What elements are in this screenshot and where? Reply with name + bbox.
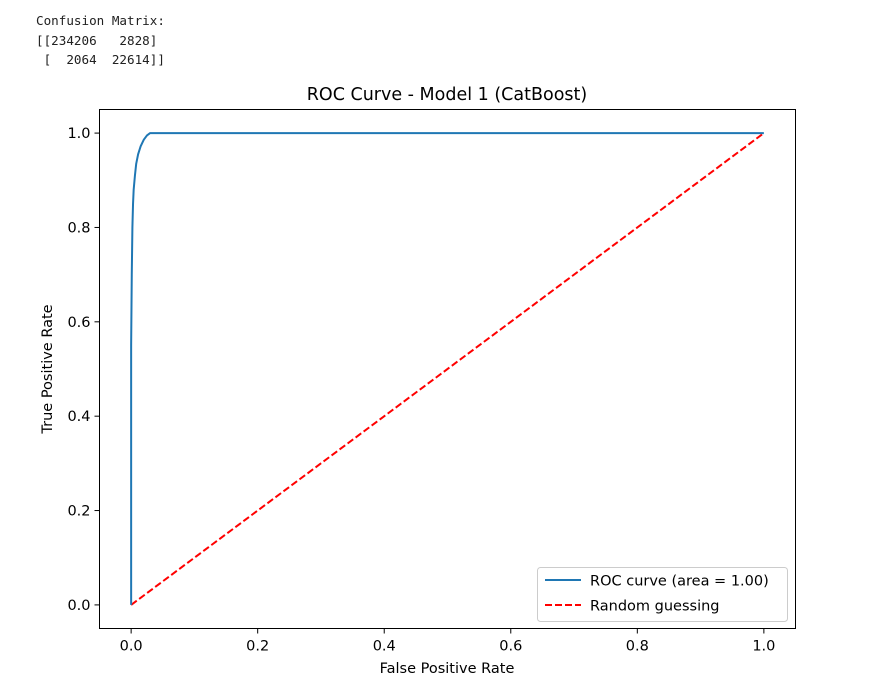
axes-frame [99, 109, 796, 629]
y-tick-label: 0.0 [67, 598, 90, 614]
x-tick-label: 0.4 [373, 639, 396, 655]
legend-box [537, 567, 788, 622]
y-axis-label: True Positive Rate [40, 304, 56, 434]
x-tick-label: 0.8 [626, 639, 649, 655]
legend: ROC curve (area = 1.00) Random guessing [537, 567, 788, 622]
x-tick-label: 1.0 [752, 639, 775, 655]
y-axis: 0.0 0.2 0.4 0.6 0.8 1.0 [67, 126, 100, 614]
legend-label-roc: ROC curve (area = 1.00) [590, 574, 769, 590]
confusion-matrix-row-1: [[234206 2828] [36, 32, 158, 48]
console-output: Confusion Matrix: [[234206 2828] [ 2064 2… [36, 11, 165, 70]
chart-title-group: ROC Curve - Model 1 (CatBoost) [307, 85, 587, 105]
plot-area [130, 132, 765, 606]
y-tick-label: 0.2 [67, 504, 90, 520]
y-tick-label: 0.6 [67, 315, 90, 331]
legend-label-random: Random guessing [590, 599, 720, 615]
confusion-matrix-row-2: [ 2064 22614]] [36, 52, 165, 67]
y-tick-label: 1.0 [67, 126, 90, 142]
x-tick-label: 0.0 [120, 639, 143, 655]
confusion-matrix-heading: Confusion Matrix: [36, 13, 165, 28]
roc-curve-line [130, 132, 764, 605]
x-axis-label: False Positive Rate [380, 661, 515, 677]
y-tick-label: 0.8 [67, 220, 90, 236]
chart-title: ROC Curve - Model 1 (CatBoost) [307, 85, 587, 105]
y-tick-label: 0.4 [67, 409, 90, 425]
x-tick-label: 0.6 [499, 639, 522, 655]
x-tick-label: 0.2 [246, 639, 269, 655]
x-axis: 0.0 0.2 0.4 0.6 0.8 1.0 [120, 628, 775, 655]
random-guessing-line [130, 132, 765, 606]
